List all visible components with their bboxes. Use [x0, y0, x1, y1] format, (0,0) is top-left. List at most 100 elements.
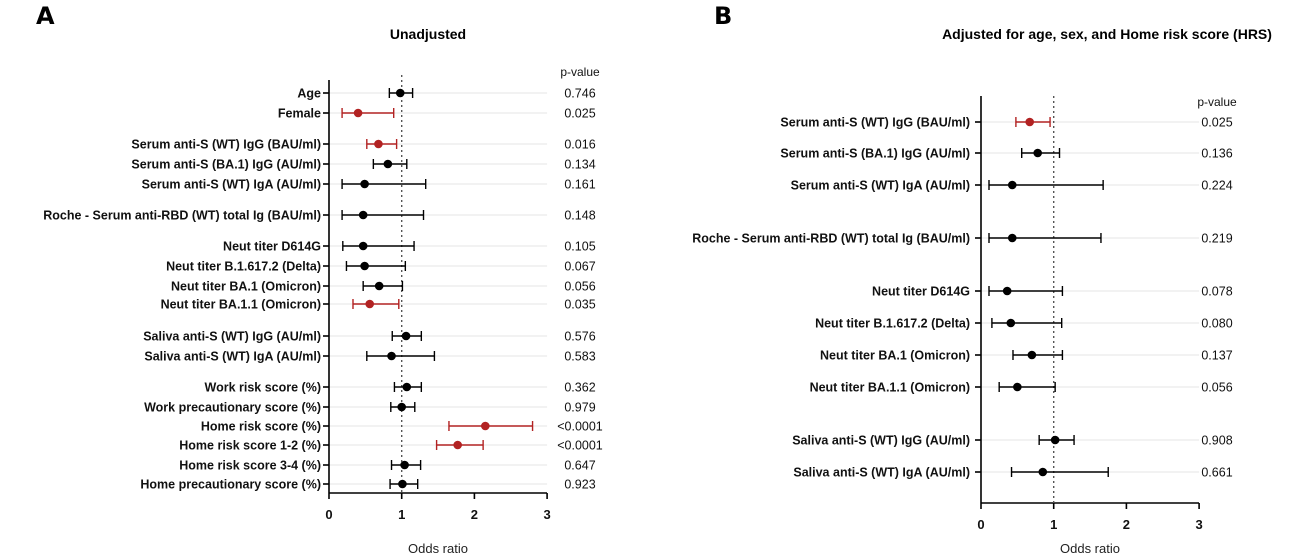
panel-a-p-value: 0.134: [564, 158, 595, 172]
panel-a-row-label: Neut titer D614G: [223, 240, 321, 254]
panel-a-p-value: 0.025: [564, 107, 595, 121]
panel-a-row-label: Serum anti-S (WT) IgG (BAU/ml): [131, 138, 321, 152]
panel-b-letter: B: [714, 2, 732, 30]
panel-a-row-label: Neut titer BA.1.1 (Omicron): [161, 298, 321, 312]
panel-a-odds-ratio-point: [453, 440, 462, 450]
panel-a-row-label: Work precautionary score (%): [144, 401, 321, 415]
panel-b-x-ticks: 0 1 2 3: [977, 503, 1203, 532]
panel-b-odds-ratio-point: [1013, 382, 1022, 392]
panel-a-row-label: Serum anti-S (WT) IgA (AU/ml): [142, 178, 321, 192]
panel-b-row-label: Roche - Serum anti-RBD (WT) total Ig (BA…: [692, 232, 970, 246]
panel-a-p-value: 0.148: [564, 209, 595, 223]
panel-b-row-label: Neut titer D614G: [872, 285, 970, 299]
panel-b-row-label: Neut titer BA.1 (Omicron): [820, 349, 970, 363]
panel-b-p-value: 0.137: [1201, 349, 1232, 363]
panel-a-row-label: Home risk score 1-2 (%): [179, 439, 321, 453]
panel-a-p-value: 0.362: [564, 381, 595, 395]
panel-b-x-axis-title: Odds ratio: [1060, 541, 1120, 556]
panel-b-x-tick-label: 1: [1050, 517, 1057, 532]
panel-b-p-value: 0.080: [1201, 317, 1232, 331]
panel-a-title: Unadjusted: [390, 26, 466, 42]
panel-b-row-label: Saliva anti-S (WT) IgG (AU/ml): [792, 434, 970, 448]
panel-a-x-tick-label: 1: [398, 507, 405, 522]
panel-a-p-value: 0.647: [564, 459, 595, 473]
panel-a-odds-ratio-point: [383, 159, 393, 169]
panel-a-odds-ratio-point: [387, 351, 396, 361]
panel-b-p-value: 0.908: [1201, 434, 1232, 448]
panel-a-p-value: 0.583: [564, 350, 595, 364]
panel-a-odds-ratio-point: [360, 179, 369, 189]
panel-a-odds-ratio-point: [358, 210, 368, 220]
panel-a-row-label: Work risk score (%): [205, 381, 321, 395]
panel-b-p-value: 0.136: [1201, 147, 1232, 161]
panel-b-row-label: Serum anti-S (WT) IgA (AU/ml): [791, 179, 970, 193]
panel-b-odds-ratio-point: [1006, 318, 1016, 328]
panel-b-odds-ratio-point: [1007, 180, 1017, 190]
panel-b-pvalue-header: p-value: [1197, 95, 1237, 109]
panel-b-x-tick-label: 2: [1123, 517, 1130, 532]
panel-b-x-tick-label: 0: [977, 517, 984, 532]
panel-a-odds-ratio-point: [402, 382, 412, 392]
panel-a-odds-ratio-point: [395, 88, 405, 98]
panel-b-odds-ratio-point: [1033, 148, 1043, 158]
panel-b-odds-ratio-point: [1038, 467, 1048, 477]
panel-b-p-value: 0.661: [1201, 466, 1232, 480]
panel-a-p-value: 0.035: [564, 298, 595, 312]
panel-a-p-value: 0.105: [564, 240, 595, 254]
panel-a-odds-ratio-point: [397, 402, 407, 412]
panel-b-row-label: Saliva anti-S (WT) IgA (AU/ml): [793, 466, 970, 480]
panel-b-odds-ratio-point: [1050, 435, 1060, 445]
panel-a-row-label: Age: [297, 87, 321, 101]
panel-b-odds-ratio-point: [1007, 233, 1017, 243]
panel-a-odds-ratio-point: [365, 299, 375, 309]
panel-a-x-tick-label: 0: [325, 507, 332, 522]
panel-a-p-value: 0.576: [564, 330, 595, 344]
panel-a-row-label: Female: [278, 107, 321, 121]
panel-b-odds-ratio-point: [1025, 117, 1035, 127]
panel-a-row-label: Home risk score 3-4 (%): [179, 459, 321, 473]
panel-b-odds-ratio-point: [1027, 350, 1037, 360]
panel-a-p-value: 0.056: [564, 280, 595, 294]
panel-a-p-value: 0.067: [564, 260, 595, 274]
panel-a-x-tick-label: 3: [543, 507, 550, 522]
panel-a-row-label: Saliva anti-S (WT) IgA (AU/ml): [144, 350, 321, 364]
panel-a-rows: Age 0.746 Female 0.025 Serum anti-S (WT) IgG…: [43, 87, 603, 492]
panel-a-odds-ratio-point: [353, 108, 363, 118]
panel-a-odds-ratio-point: [358, 241, 368, 251]
panel-a-odds-ratio-point: [401, 331, 411, 341]
panel-a-odds-ratio-point: [374, 139, 383, 149]
panel-b-odds-ratio-point: [1002, 286, 1012, 296]
panel-b-p-value: 0.224: [1201, 179, 1232, 193]
panel-a: A Unadjusted p-value 0 1 2 3 Age 0.746 Female…: [36, 2, 603, 556]
panel-b: B Adjusted for age, sex, and Home risk s…: [692, 2, 1272, 556]
panel-a-p-value: <0.0001: [557, 420, 603, 434]
panel-a-row-label: Serum anti-S (BA.1) IgG (AU/ml): [131, 158, 321, 172]
panel-a-p-value: 0.016: [564, 138, 595, 152]
panel-b-row-label: Serum anti-S (WT) IgG (BAU/ml): [780, 116, 970, 130]
panel-b-p-value: 0.056: [1201, 381, 1232, 395]
panel-a-odds-ratio-point: [398, 479, 407, 489]
panel-b-row-label: Neut titer BA.1.1 (Omicron): [810, 381, 970, 395]
panel-a-row-label: Neut titer BA.1 (Omicron): [171, 280, 321, 294]
panel-a-row-label: Neut titer B.1.617.2 (Delta): [166, 260, 321, 274]
panel-a-row-label: Home risk score (%): [201, 420, 321, 434]
panel-a-odds-ratio-point: [400, 460, 409, 470]
panel-a-x-axis-title: Odds ratio: [408, 541, 468, 556]
panel-a-x-ticks: 0 1 2 3: [325, 493, 551, 522]
panel-b-x-tick-label: 3: [1195, 517, 1202, 532]
panel-b-rows: Serum anti-S (WT) IgG (BAU/ml) 0.025 Serum…: [692, 116, 1232, 480]
panel-a-p-value: 0.161: [564, 178, 595, 192]
panel-b-p-value: 0.025: [1201, 116, 1232, 130]
panel-a-odds-ratio-point: [374, 281, 384, 291]
panel-a-letter: A: [36, 2, 55, 30]
panel-a-odds-ratio-point: [360, 261, 369, 271]
panel-a-row-label: Saliva anti-S (WT) IgG (AU/ml): [143, 330, 321, 344]
panel-a-row-label: Home precautionary score (%): [140, 478, 321, 492]
panel-b-row-label: Neut titer B.1.617.2 (Delta): [815, 317, 970, 331]
panel-b-p-value: 0.219: [1201, 232, 1232, 246]
panel-b-gridlines: [981, 121, 1200, 473]
panel-a-row-label: Roche - Serum anti-RBD (WT) total Ig (BA…: [43, 209, 321, 223]
panel-a-p-value: 0.979: [564, 401, 595, 415]
panel-a-p-value: 0.746: [564, 87, 595, 101]
